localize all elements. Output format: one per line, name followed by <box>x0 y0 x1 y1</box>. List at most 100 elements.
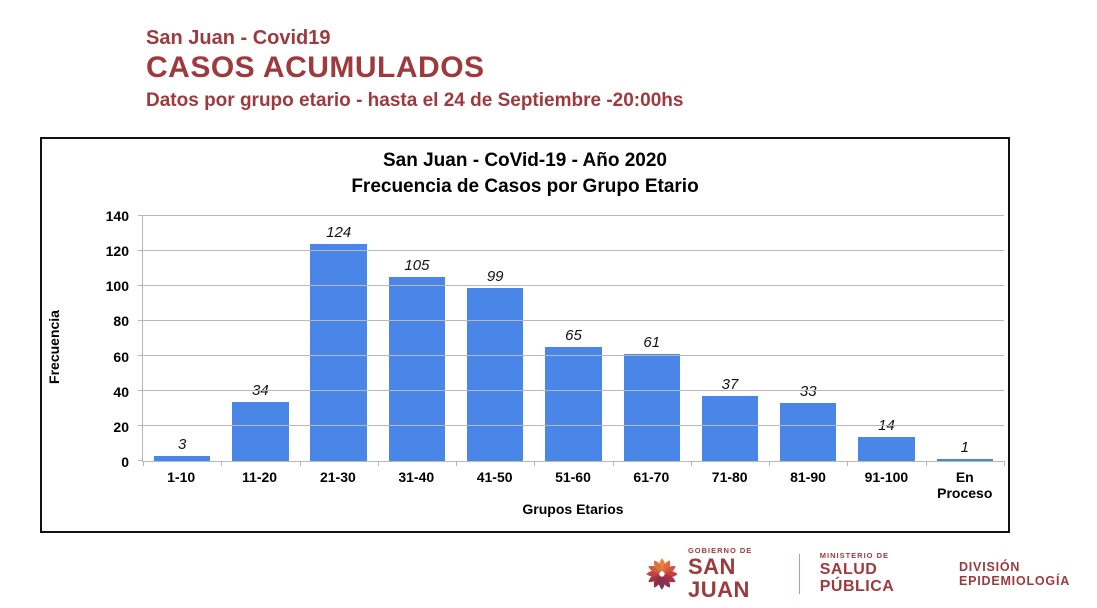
x-tick-mark <box>299 461 301 466</box>
chart-title-line1: San Juan - CoVid-19 - Año 2020 <box>382 150 668 171</box>
x-tick-mark <box>612 461 614 466</box>
y-tick-mark <box>138 460 143 461</box>
x-tick-label: 11-20 <box>220 469 298 501</box>
government-wordmark: GOBIERNO DE SAN JUAN <box>687 545 779 603</box>
x-tick-label: 51-60 <box>534 469 612 501</box>
bar-slot: 124 <box>300 216 378 461</box>
x-tick-mark <box>377 461 379 466</box>
x-tick-label-text: 21-30 <box>319 469 356 485</box>
x-tick-mark <box>534 461 536 466</box>
bar <box>701 396 759 461</box>
y-tick-label: 120 <box>105 243 129 260</box>
x-tick-mark <box>769 461 771 466</box>
ministry-wordmark: MINISTERIO DE SALUD PÚBLICA <box>819 551 927 596</box>
gridline <box>143 425 1004 426</box>
y-tick-mark <box>138 320 143 321</box>
x-tick-label-text: 11-20 <box>242 469 278 485</box>
x-tick-mark <box>221 461 223 466</box>
bar-value-label: 99 <box>486 267 504 285</box>
x-tick-mark <box>925 461 927 466</box>
x-tick-label-text: 91-100 <box>864 469 909 485</box>
bar-value-label: 37 <box>721 376 739 394</box>
header-date-note: Datos por grupo etario - hasta el 24 de … <box>146 89 684 111</box>
x-tick-label-text: En Proceso <box>937 469 993 502</box>
header-title: CASOS ACUMULADOS <box>146 51 485 84</box>
ministry-small-label: MINISTERIO DE <box>819 551 890 561</box>
x-tick-mark <box>1004 461 1005 466</box>
bar-chart: San Juan - CoVid-19 - Año 2020 Frecuenci… <box>40 137 1010 533</box>
gridline <box>143 215 1004 216</box>
bar-slot: 99 <box>456 216 534 461</box>
bar-slot: 37 <box>691 216 769 461</box>
bar <box>467 287 524 461</box>
y-tick-mark <box>138 250 143 251</box>
gridline <box>143 355 1004 356</box>
y-tick-label: 80 <box>113 313 129 330</box>
logo-petal <box>653 560 662 573</box>
y-tick-label: 60 <box>113 348 129 365</box>
header-subtitle: San Juan - Covid19 <box>146 27 331 49</box>
y-tick-label: 40 <box>113 383 129 400</box>
bar-slot: 105 <box>378 216 456 461</box>
x-axis-tick-labels: 1-10 11-20 21-30 31-40 41-50 51-60 61-70 71-80 8… <box>142 469 1004 501</box>
x-tick-label: 61-70 <box>612 469 690 501</box>
bar <box>153 455 211 461</box>
gridline <box>143 250 1004 251</box>
x-tick-label-text: 71-80 <box>711 469 748 485</box>
bar-value-label: 65 <box>565 327 582 345</box>
y-tick-label: 0 <box>121 454 129 470</box>
bar <box>232 401 289 461</box>
x-axis-title: Grupos Etarios <box>522 501 624 517</box>
x-tick-mark <box>690 461 692 466</box>
y-tick-mark <box>138 285 143 286</box>
x-tick-label: 81-90 <box>769 469 847 501</box>
bar <box>780 403 837 461</box>
y-axis-tick-labels: 0 20 40 60 80 100 120 140 <box>42 208 137 470</box>
x-tick-mark <box>143 461 144 466</box>
logo-petal <box>648 574 661 583</box>
bars-container: 3 34 124 105 99 65 61 37 33 14 1 <box>143 216 1004 461</box>
x-tick-label-text: 81-90 <box>790 469 826 485</box>
bar <box>545 347 602 461</box>
chart-title: San Juan - CoVid-19 - Año 2020 Frecuenci… <box>42 148 1008 199</box>
chart-title-line2: Frecuencia de Casos por Grupo Etario <box>351 175 699 197</box>
bar <box>388 277 446 461</box>
x-tick-mark <box>456 461 458 466</box>
bar-slot: 14 <box>847 216 925 461</box>
x-tick-label-text: 1-10 <box>167 469 196 485</box>
plot-area: 3 34 124 105 99 65 61 37 33 14 1 <box>138 215 1005 466</box>
bar-value-label: 105 <box>404 257 430 275</box>
y-tick-label: 100 <box>105 278 129 295</box>
x-tick-label: 21-30 <box>299 469 377 501</box>
ministry-name-label: SALUD PÚBLICA <box>819 560 895 596</box>
x-tick-label-text: 51-60 <box>555 469 591 485</box>
y-tick-mark <box>138 425 143 426</box>
bar <box>936 459 993 461</box>
bar <box>858 436 915 461</box>
y-tick-mark <box>138 390 143 391</box>
x-tick-label: 41-50 <box>455 469 533 501</box>
government-name-label: SAN JUAN <box>687 554 750 603</box>
x-tick-label: 1-10 <box>142 469 220 501</box>
x-tick-label: 71-80 <box>691 469 769 501</box>
gridline <box>143 320 1004 321</box>
gridline <box>143 285 1004 286</box>
y-tick-mark <box>138 215 143 216</box>
bar-value-label: 33 <box>799 383 817 401</box>
y-tick-label: 20 <box>113 418 129 435</box>
bar-value-label: 124 <box>326 224 352 241</box>
footer-divider <box>798 554 800 594</box>
logo-petal <box>663 565 676 574</box>
gridline <box>143 390 1004 391</box>
x-tick-label: 31-40 <box>377 469 455 501</box>
bar-slot: 61 <box>613 216 691 461</box>
y-tick-mark <box>138 355 143 356</box>
bar-value-label: 1 <box>960 439 969 457</box>
san-juan-pinwheel-logo-icon <box>646 558 678 590</box>
bar-slot: 34 <box>221 216 299 461</box>
bar-slot: 33 <box>769 216 847 461</box>
x-tick-label: En Proceso <box>926 469 1004 501</box>
government-small-label: GOBIERNO DE <box>687 545 753 555</box>
x-tick-label-text: 61-70 <box>633 469 670 485</box>
bar <box>623 354 680 461</box>
